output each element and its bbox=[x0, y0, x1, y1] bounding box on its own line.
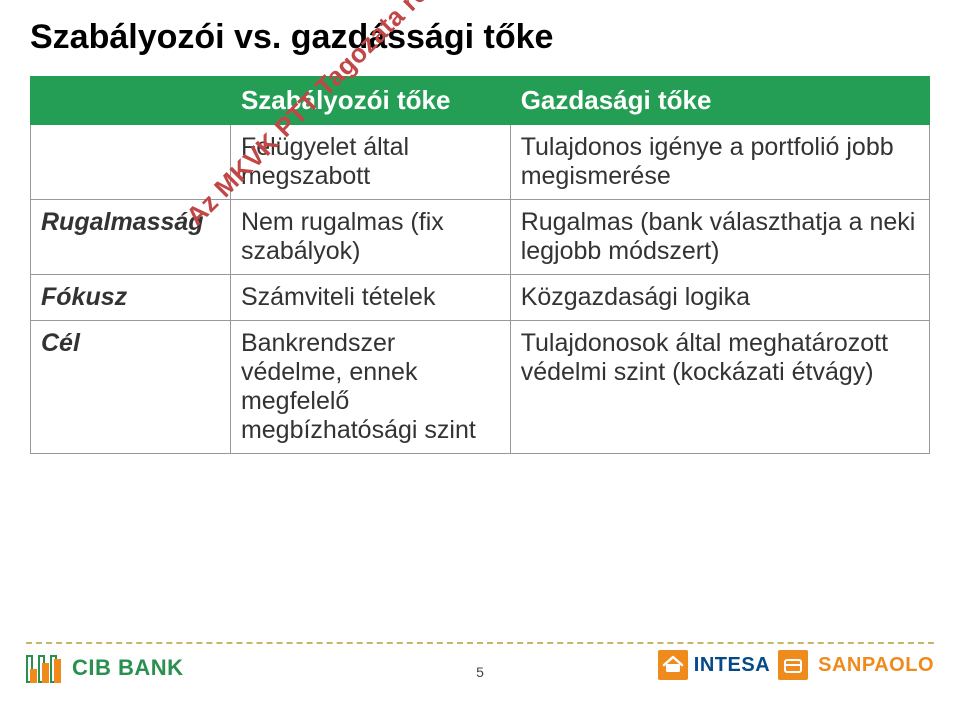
row-label bbox=[31, 125, 231, 200]
footer-divider bbox=[26, 642, 934, 644]
header-blank bbox=[31, 77, 231, 125]
table-row: Felügyelet által megszabott Tulajdonos i… bbox=[31, 125, 930, 200]
cell-regulatory: Felügyelet által megszabott bbox=[230, 125, 510, 200]
page-number: 5 bbox=[476, 664, 484, 680]
cell-regulatory: Bankrendszer védelme, ennek megfelelő me… bbox=[230, 321, 510, 454]
intesa-icon bbox=[658, 650, 688, 680]
page-title: Szabályozói vs. gazdássági tőke bbox=[30, 18, 553, 57]
cell-economic: Rugalmas (bank választhatja a neki legjo… bbox=[510, 200, 929, 275]
logo-intesa-sanpaolo: INTESA SANPAOLO bbox=[658, 650, 934, 680]
sanpaolo-text: SANPAOLO bbox=[818, 654, 934, 677]
table-row: Rugalmasság Nem rugalmas (fix szabályok)… bbox=[31, 200, 930, 275]
cell-economic: Tulajdonosok által meghatározott védelmi… bbox=[510, 321, 929, 454]
cell-economic: Tulajdonos igénye a portfolió jobb megis… bbox=[510, 125, 929, 200]
cell-regulatory: Nem rugalmas (fix szabályok) bbox=[230, 200, 510, 275]
logo-cib-bank: CIB BANK bbox=[26, 650, 184, 686]
table-row: Cél Bankrendszer védelme, ennek megfelel… bbox=[31, 321, 930, 454]
sanpaolo-icon bbox=[778, 650, 808, 680]
header-col-economic: Gazdasági tőke bbox=[510, 77, 929, 125]
row-label: Fókusz bbox=[31, 275, 231, 321]
cib-bank-text: CIB BANK bbox=[72, 655, 184, 681]
row-label: Rugalmasság bbox=[31, 200, 231, 275]
header-col-regulatory: Szabályozói tőke bbox=[230, 77, 510, 125]
cib-bank-icon bbox=[26, 650, 62, 686]
footer: 5 CIB BANK INTESA bbox=[0, 642, 960, 704]
table-row: Fókusz Számviteli tételek Közgazdasági l… bbox=[31, 275, 930, 321]
comparison-table: Szabályozói tőke Gazdasági tőke Felügyel… bbox=[30, 76, 930, 454]
cell-regulatory: Számviteli tételek bbox=[230, 275, 510, 321]
cell-economic: Közgazdasági logika bbox=[510, 275, 929, 321]
row-label: Cél bbox=[31, 321, 231, 454]
intesa-text: INTESA bbox=[694, 654, 770, 677]
table-header-row: Szabályozói tőke Gazdasági tőke bbox=[31, 77, 930, 125]
